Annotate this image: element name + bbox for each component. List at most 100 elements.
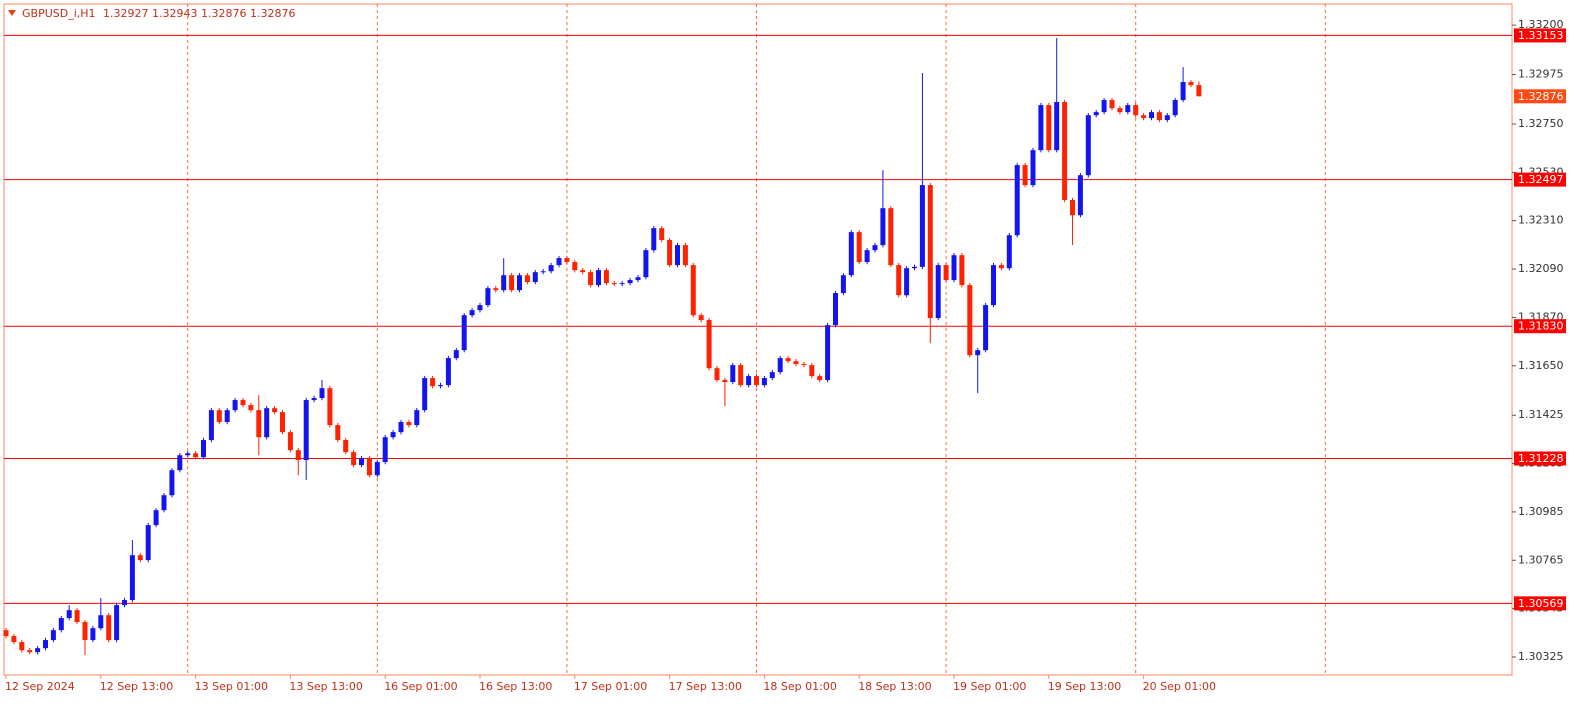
candle-body (840, 275, 846, 294)
candle-body (185, 453, 191, 456)
candle-body (769, 372, 775, 379)
y-tick-label: 1.31425 (1518, 408, 1564, 421)
x-tick-label: 19 Sep 01:00 (953, 680, 1026, 693)
candle-body (66, 610, 72, 619)
candle-body (1101, 100, 1107, 113)
header-high: 1.32943 (152, 7, 198, 20)
candle-body (793, 361, 799, 365)
header-open: 1.32927 (103, 7, 149, 20)
x-tick-label: 18 Sep 01:00 (763, 680, 836, 693)
plot-frame (3, 3, 1513, 676)
candle-body (153, 510, 159, 526)
x-tick-label: 16 Sep 13:00 (479, 680, 552, 693)
candle-body (1006, 235, 1012, 269)
candle-body (240, 400, 246, 406)
y-tick-label: 1.32975 (1518, 68, 1564, 81)
candle-body (469, 310, 475, 316)
candle-body (1180, 82, 1186, 101)
candle-body (137, 555, 143, 561)
level-price-box (1514, 28, 1566, 43)
candle-body (872, 245, 878, 251)
candle-body (524, 275, 530, 283)
candle-body (730, 365, 736, 383)
candle-body (603, 270, 609, 284)
candle-body (904, 268, 910, 296)
candle-body (1038, 105, 1044, 151)
candle-body (390, 432, 396, 438)
candle-body (738, 365, 744, 386)
candle-body (746, 376, 752, 386)
candle-body (698, 315, 704, 321)
candle-body (216, 410, 222, 423)
candle-body (27, 650, 33, 653)
candle-body (588, 272, 594, 286)
level-price-box (1514, 172, 1566, 187)
x-tick-label: 19 Sep 13:00 (1048, 680, 1121, 693)
candle-body (74, 610, 80, 623)
candle-body (580, 270, 586, 273)
collapse-marker (8, 10, 16, 16)
candle-body (848, 232, 854, 276)
candle-body (327, 388, 333, 426)
candle-body (596, 270, 601, 286)
x-tick-label: 18 Sep 13:00 (858, 680, 931, 693)
x-tick-label: 12 Sep 13:00 (100, 680, 173, 693)
candle-body (319, 388, 325, 399)
candle-body (201, 440, 206, 458)
candle-body (690, 265, 696, 316)
candle-body (177, 455, 183, 471)
chart-title: GBPUSD_i,H1 (22, 7, 96, 20)
candle-body (90, 628, 96, 641)
candle-body (564, 258, 570, 263)
candle-body (959, 255, 965, 286)
candle-body (366, 458, 372, 476)
candle-body (398, 422, 404, 433)
candle-body (651, 228, 657, 251)
candle-body (11, 636, 17, 643)
candle-body (477, 305, 483, 311)
candle-body (548, 265, 554, 272)
candle-body (43, 640, 48, 649)
candle-body (161, 495, 167, 511)
candle-body (19, 642, 25, 651)
y-tick-label: 1.32310 (1518, 214, 1564, 227)
candle-body (540, 271, 546, 273)
candle-body (509, 275, 515, 291)
candle-body (998, 265, 1004, 269)
candle-body (864, 250, 870, 263)
candle-body (1062, 102, 1068, 201)
level-price-label: 1.32497 (1518, 173, 1564, 186)
x-tick-label: 17 Sep 01:00 (574, 680, 647, 693)
candle-body (430, 378, 436, 387)
level-price-box (1514, 596, 1566, 611)
y-tick-label: 1.30325 (1518, 650, 1564, 663)
candle-body (351, 452, 357, 466)
level-price-label: 1.31830 (1518, 320, 1564, 333)
candle-body (311, 398, 317, 401)
candle-body (248, 405, 254, 411)
candle-body (106, 615, 112, 641)
candle-body (943, 265, 949, 281)
candle-body (438, 385, 443, 387)
candle-body (888, 208, 894, 266)
candle-body (169, 470, 175, 496)
x-tick-label: 16 Sep 01:00 (384, 680, 457, 693)
candle-body (975, 350, 981, 356)
candle-body (1093, 112, 1099, 116)
candle-body (967, 285, 973, 356)
candle-body (1030, 150, 1036, 186)
y-tick-label: 1.31650 (1518, 359, 1564, 372)
candle-body (801, 364, 807, 366)
candle-body (256, 410, 262, 438)
candle-body (714, 368, 720, 381)
candle-body (572, 262, 578, 271)
candle-body (619, 283, 625, 285)
candle-body (1196, 85, 1202, 97)
candle-body (635, 277, 641, 281)
candle-body (1054, 102, 1060, 151)
candle-body (208, 410, 214, 441)
candle-body (1109, 100, 1115, 109)
candle-body (809, 365, 815, 377)
candle-body (343, 440, 349, 453)
candle-body (287, 432, 293, 451)
